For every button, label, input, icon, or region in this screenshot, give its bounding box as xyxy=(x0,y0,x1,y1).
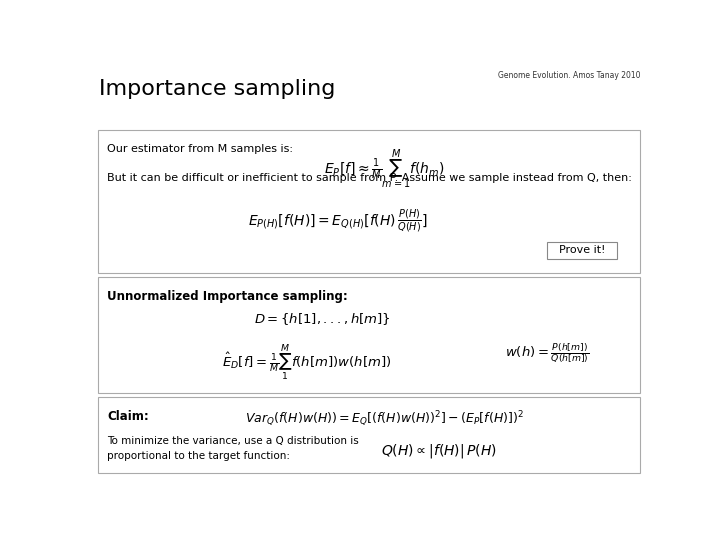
FancyBboxPatch shape xyxy=(98,397,640,473)
Text: $E_P[f] \approx \frac{1}{M} \sum_{m=1}^{M} f(h_m)$: $E_P[f] \approx \frac{1}{M} \sum_{m=1}^{… xyxy=(324,148,445,191)
Text: $Q(H) \propto |f(H)|\, P(H)$: $Q(H) \propto |f(H)|\, P(H)$ xyxy=(381,442,497,460)
Text: $Var_Q(f(H)w(H)) = E_Q[(f(H)w(H))^2] - (E_P[f(H)])^2$: $Var_Q(f(H)w(H)) = E_Q[(f(H)w(H))^2] - (… xyxy=(245,410,524,429)
Text: $D = \{h[1],...,h[m]\}$: $D = \{h[1],...,h[m]\}$ xyxy=(254,311,391,327)
Text: Prove it!: Prove it! xyxy=(559,245,606,255)
Text: Unnormalized Importance sampling:: Unnormalized Importance sampling: xyxy=(107,289,348,302)
Text: $w(h) = \frac{P(h[m])}{Q(h[m])}$: $w(h) = \frac{P(h[m])}{Q(h[m])}$ xyxy=(505,342,590,366)
Text: But it can be difficult or inefficient to sample from P. Assume we sample instea: But it can be difficult or inefficient t… xyxy=(107,173,632,183)
FancyBboxPatch shape xyxy=(98,130,640,273)
Text: Claim:: Claim: xyxy=(107,410,149,423)
FancyBboxPatch shape xyxy=(547,242,617,259)
FancyBboxPatch shape xyxy=(98,278,640,393)
Text: $\hat{E}_D[f] = \frac{1}{M} \sum_{1}^{M} f(h[m])w(h[m])$: $\hat{E}_D[f] = \frac{1}{M} \sum_{1}^{M}… xyxy=(222,342,392,382)
Text: To minimize the variance, use a Q distribution is
proportional to the target fun: To minimize the variance, use a Q distri… xyxy=(107,436,359,461)
Text: Our estimator from M samples is:: Our estimator from M samples is: xyxy=(107,144,293,154)
Text: $E_{P(H)}[f(H)] = E_{Q(H)}[f(H)\,\frac{P(H)}{Q(H)}]$: $E_{P(H)}[f(H)] = E_{Q(H)}[f(H)\,\frac{P… xyxy=(248,207,428,234)
Text: Importance sampling: Importance sampling xyxy=(99,79,336,99)
Text: Genome Evolution. Amos Tanay 2010: Genome Evolution. Amos Tanay 2010 xyxy=(498,71,640,80)
